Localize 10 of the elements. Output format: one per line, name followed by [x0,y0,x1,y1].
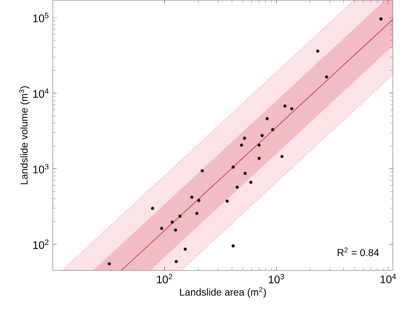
y-tick-label: 10$^{5}$ [33,12,49,22]
y-tick-label: 10$^{3}$ [33,164,48,174]
y-tick-label: 10$^{2}$ [33,239,48,249]
y-tick-label: 10$^{4}$ [33,88,49,98]
x-tick-label: 10$^{3}$ [268,274,284,284]
annotation: R$^{2}$ = 0.84 [338,247,379,256]
y-axis-title: Landslide volume (m$^{3}$) [19,86,30,184]
x-tick-label: 10$^{2}$ [157,274,172,284]
x-axis-title: Landslide area (m$^{2}$) [180,287,266,298]
x-tick-label: 10$^{4}$ [380,274,396,284]
